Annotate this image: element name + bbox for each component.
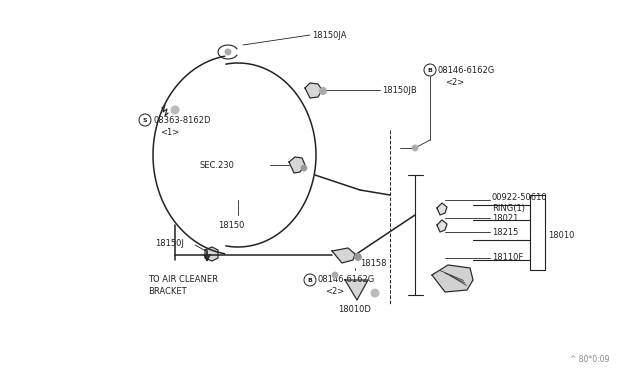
Circle shape [171,106,179,114]
Text: 18158: 18158 [360,259,387,267]
Text: 00922-50610: 00922-50610 [492,192,548,202]
Polygon shape [289,157,305,173]
Text: RING(1): RING(1) [492,203,525,212]
Text: ^ 80*0:09: ^ 80*0:09 [570,356,609,365]
Text: 18010D: 18010D [339,305,371,314]
Text: SEC.230: SEC.230 [200,160,235,170]
Text: 18215: 18215 [492,228,518,237]
Polygon shape [437,220,447,232]
Text: 18021: 18021 [492,214,518,222]
Text: B: B [428,67,433,73]
Text: 08146-6162G: 08146-6162G [438,65,495,74]
Text: S: S [143,118,147,122]
Text: BRACKET: BRACKET [148,288,187,296]
Circle shape [319,87,326,94]
Polygon shape [432,265,473,292]
Circle shape [371,289,379,297]
Polygon shape [305,83,322,98]
Polygon shape [437,203,447,215]
Text: B: B [308,278,312,282]
Text: <1>: <1> [160,128,179,137]
Text: 08363-8162D: 08363-8162D [153,115,211,125]
Text: 08146-6162G: 08146-6162G [318,276,375,285]
Text: 18150JB: 18150JB [382,86,417,94]
Polygon shape [332,248,355,263]
Circle shape [301,165,307,171]
Text: <2>: <2> [445,77,464,87]
Text: TO AIR CLEANER: TO AIR CLEANER [148,276,218,285]
Text: 18010: 18010 [548,231,574,240]
Circle shape [332,272,338,278]
Text: 18110F: 18110F [492,253,524,263]
Text: 18150: 18150 [218,221,244,230]
Circle shape [225,49,231,55]
Polygon shape [345,280,368,300]
Text: 18150J: 18150J [155,238,184,247]
Polygon shape [205,247,218,261]
Text: <2>: <2> [325,288,344,296]
Text: 18150JA: 18150JA [312,31,346,39]
Circle shape [355,253,362,260]
Circle shape [412,145,418,151]
